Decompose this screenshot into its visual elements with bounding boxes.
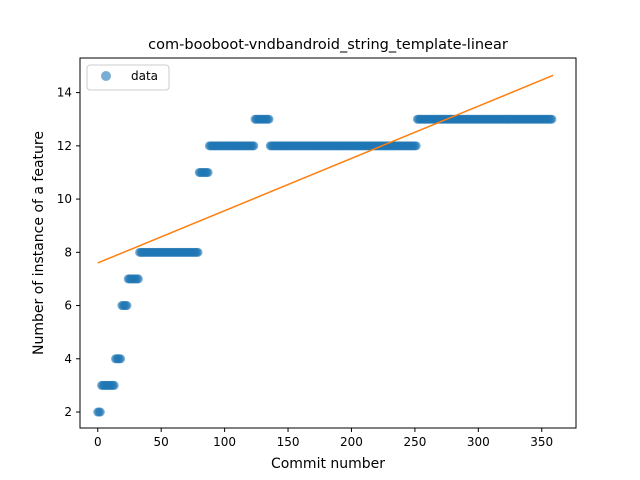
y-tick-label: 4 [64, 352, 72, 366]
y-tick-label: 6 [64, 299, 72, 313]
data-point [122, 301, 132, 311]
y-tick-label: 2 [64, 405, 72, 419]
plot-area [93, 74, 557, 417]
x-tick-label: 50 [154, 435, 169, 449]
legend: data [86, 64, 170, 91]
x-tick-label: 150 [277, 435, 300, 449]
x-tick-label: 200 [340, 435, 363, 449]
x-tick-label: 100 [213, 435, 236, 449]
data-point [116, 354, 126, 364]
data-point [193, 247, 203, 257]
x-tick-label: 350 [530, 435, 553, 449]
data-point [109, 380, 119, 390]
plot-frame [79, 57, 577, 429]
chart-title: com-booboot-vndbandroid_string_template-… [148, 37, 508, 53]
data-point [95, 407, 105, 417]
x-tick-label: 300 [467, 435, 490, 449]
data-point [133, 274, 143, 284]
y-tick-label: 8 [64, 245, 72, 259]
y-axis: 2 4 6 8 10 12 14 [57, 86, 80, 419]
legend-label: data [131, 69, 158, 83]
y-axis-label: Number of instance of a feature [31, 131, 47, 355]
x-axis-label: Commit number [271, 456, 385, 472]
x-tick-label: 250 [403, 435, 426, 449]
y-tick-label: 12 [57, 139, 72, 153]
data-point [249, 141, 259, 151]
data-point [547, 114, 557, 124]
fit-line [97, 74, 554, 264]
data-point [411, 141, 421, 151]
x-tick-label: 0 [94, 435, 102, 449]
x-axis: 0 50 100 150 200 250 300 350 [94, 428, 553, 449]
y-tick-label: 10 [57, 192, 72, 206]
legend-marker [101, 71, 111, 81]
y-tick-label: 14 [57, 86, 72, 100]
data-point [264, 114, 274, 124]
data-point [203, 167, 213, 177]
